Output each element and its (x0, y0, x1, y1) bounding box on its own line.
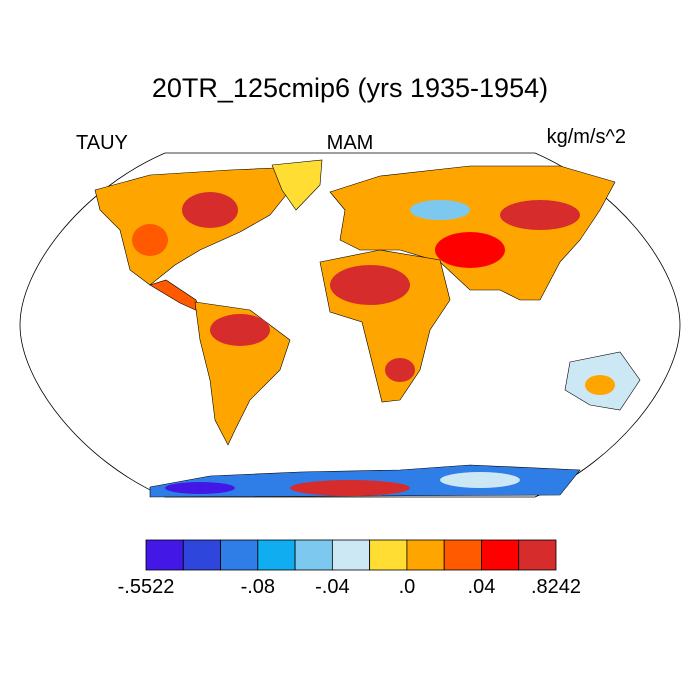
colorbar-box (443, 539, 482, 571)
colorbar-label: -.08 (241, 576, 275, 598)
colorbar-label: -.5522 (118, 576, 175, 598)
colorbar-box (257, 539, 296, 571)
colorbar-box (481, 539, 520, 571)
units-label: kg/m/s^2 (547, 126, 626, 148)
colorbar-box (518, 539, 557, 571)
patch (330, 265, 410, 305)
map (19, 152, 681, 498)
colorbar-label: .04 (468, 576, 496, 598)
patch (210, 314, 270, 346)
greenland (271, 159, 323, 211)
patch (500, 200, 580, 230)
colorbar-label: .0 (399, 576, 416, 598)
patch (182, 192, 238, 228)
patch (585, 375, 615, 395)
patch (435, 232, 505, 268)
colorbar-box (220, 539, 259, 571)
patch (165, 482, 235, 494)
colorbar-box (331, 539, 371, 571)
field-patches (132, 192, 615, 496)
variable-label: TAUY (76, 132, 128, 154)
colorbar-label: .8242 (531, 576, 581, 598)
colorbar: -.5522 -.08 -.04 .0 .04 .8242 (118, 539, 581, 598)
patch (440, 472, 520, 488)
title: 20TR_125cmip6 (yrs 1935-1954) (152, 73, 548, 103)
colorbar-label: -.04 (315, 576, 349, 598)
colorbar-box (406, 539, 445, 571)
patch (410, 200, 470, 220)
north-america (94, 167, 291, 286)
patch (132, 224, 168, 256)
patch (290, 480, 410, 496)
patch (385, 358, 415, 382)
colorbar-box (369, 539, 408, 571)
colorbar-box (182, 539, 221, 571)
colorbar-box (294, 539, 333, 571)
season-label: MAM (327, 132, 374, 154)
colorbar-box (145, 539, 184, 571)
